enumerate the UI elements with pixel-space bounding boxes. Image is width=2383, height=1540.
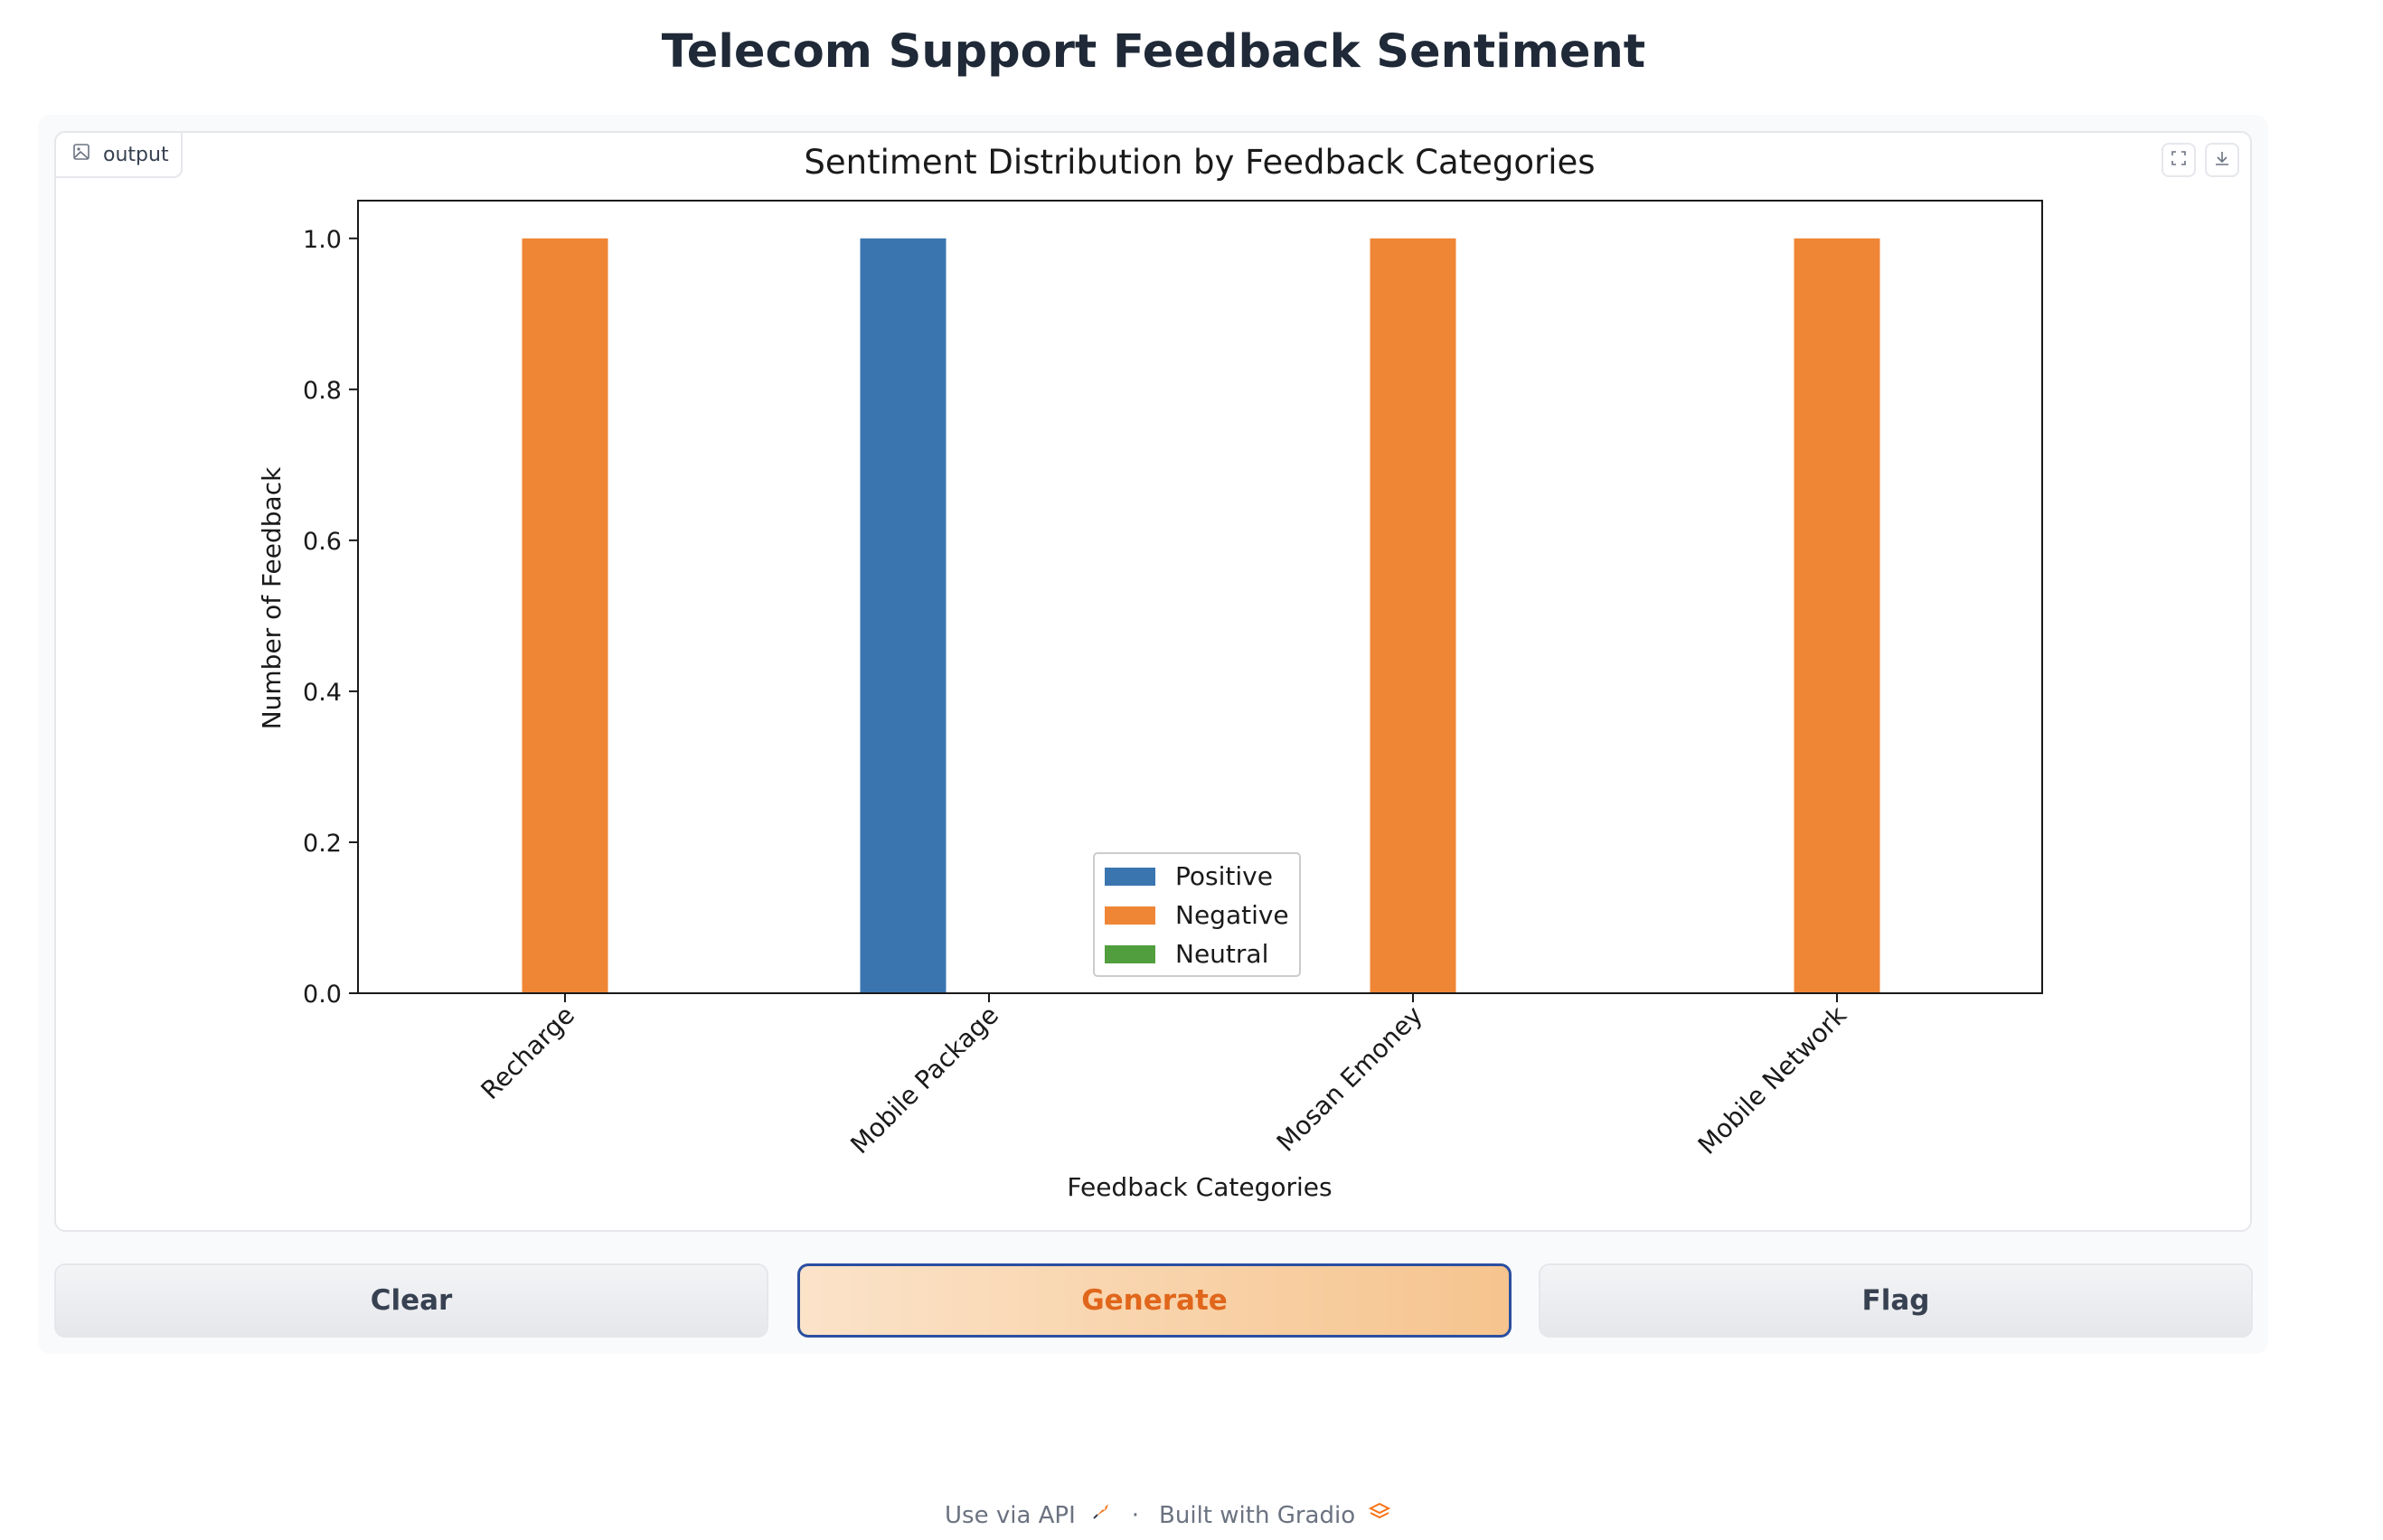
footer-separator: · — [1131, 1501, 1140, 1529]
bar-negative-recharge — [522, 238, 608, 993]
page-title: Telecom Support Feedback Sentiment — [661, 25, 1646, 79]
plot-frame — [357, 200, 2043, 994]
legend-swatch-negative — [1105, 906, 1155, 925]
built-with-gradio-link[interactable]: Built with Gradio — [1159, 1501, 1356, 1529]
y-axis-label: Number of Feedback — [257, 466, 287, 729]
y-tick-label: 0.0 — [303, 981, 342, 1009]
download-button[interactable] — [2205, 143, 2239, 177]
legend-swatch-neutral — [1105, 945, 1155, 963]
bar-negative-mobile-network — [1794, 238, 1880, 993]
image-icon — [72, 143, 90, 166]
legend-swatch-positive — [1105, 868, 1155, 886]
x-tick-label: Recharge — [475, 1000, 579, 1105]
rocket-icon — [1088, 1500, 1112, 1530]
gradio-logo-icon — [1368, 1500, 1391, 1530]
bar-negative-mosan-emoney — [1370, 238, 1456, 993]
use-via-api-link[interactable]: Use via API — [945, 1501, 1076, 1529]
y-tick-label: 1.0 — [303, 226, 342, 254]
bar-positive-mobile-package — [860, 238, 947, 993]
x-axis-label: Feedback Categories — [1067, 1172, 1332, 1202]
fullscreen-button[interactable] — [2162, 143, 2196, 177]
generate-button[interactable]: Generate — [797, 1263, 1512, 1338]
y-tick-label: 0.6 — [303, 528, 342, 556]
legend-label-positive: Positive — [1175, 861, 1273, 891]
chart-title: Sentiment Distribution by Feedback Categ… — [804, 145, 1595, 182]
output-label: output — [54, 131, 183, 178]
download-icon — [2213, 149, 2231, 171]
x-tick-label: Mobile Network — [1692, 1000, 1853, 1160]
y-tick-label: 0.4 — [303, 679, 342, 707]
flag-button[interactable]: Flag — [1539, 1263, 2253, 1338]
fullscreen-icon — [2170, 149, 2188, 171]
x-tick-label: Mosan Emoney — [1271, 1000, 1428, 1158]
output-label-text: output — [103, 143, 169, 166]
y-tick-label: 0.8 — [303, 377, 342, 405]
x-tick-label: Mobile Package — [844, 1000, 1004, 1160]
footer: Use via API · Built with Gradio — [945, 1500, 1391, 1530]
y-tick-label: 0.2 — [303, 830, 342, 858]
output-panel — [54, 131, 2252, 1232]
legend-label-neutral: Neutral — [1175, 939, 1268, 969]
bar-chart: Sentiment Distribution by Feedback Categ… — [257, 145, 2043, 1202]
legend-label-negative: Negative — [1175, 900, 1289, 930]
clear-button[interactable]: Clear — [54, 1263, 768, 1338]
